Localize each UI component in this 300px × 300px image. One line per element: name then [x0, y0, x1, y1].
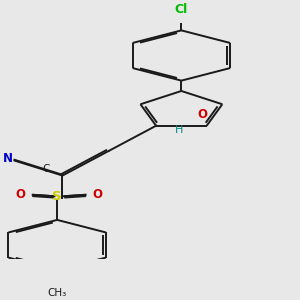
Text: O: O	[16, 188, 26, 201]
Text: O: O	[93, 188, 103, 201]
Text: CH₃: CH₃	[47, 288, 67, 298]
Text: Cl: Cl	[175, 3, 188, 16]
Text: C: C	[42, 164, 50, 174]
Text: H: H	[175, 125, 183, 135]
Text: O: O	[198, 109, 208, 122]
Text: S: S	[52, 190, 62, 203]
Text: N: N	[3, 152, 13, 165]
